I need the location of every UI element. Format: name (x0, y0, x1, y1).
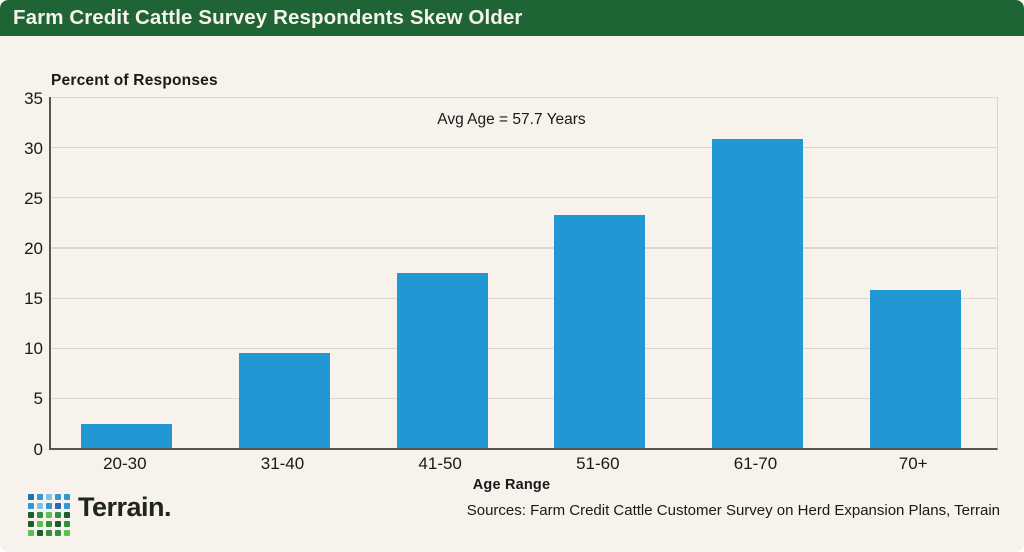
logo-square (28, 529, 35, 536)
header-bar: Farm Credit Cattle Survey Respondents Sk… (0, 0, 1024, 36)
logo-square (36, 502, 44, 510)
logo-square (28, 511, 35, 519)
logo-square (45, 494, 53, 501)
bar-20-30 (81, 423, 173, 448)
logo-square (63, 520, 70, 528)
plot-area (49, 97, 998, 450)
logo-square (54, 494, 62, 501)
gridline (51, 347, 997, 349)
sources-attribution: Sources: Farm Credit Cattle Customer Sur… (466, 502, 1000, 519)
logo-square (54, 511, 62, 519)
logo-square (36, 511, 44, 519)
y-tick-label: 30 (24, 138, 43, 158)
footer: Terrain. Sources: Farm Credit Cattle Cus… (0, 486, 1024, 552)
x-tick-label: 51-60 (576, 454, 620, 473)
brand-wordmark: Terrain. (78, 492, 172, 522)
logo-square (28, 502, 35, 510)
bar-61-70 (712, 139, 803, 448)
y-tick-label: 0 (33, 439, 43, 459)
x-tick-label: 61-70 (733, 454, 778, 473)
x-tick-label: 70+ (898, 454, 928, 473)
logo-square (36, 529, 44, 536)
x-axis-title: Age Range (472, 477, 551, 493)
bar-31-40 (239, 352, 330, 448)
y-tick-label: 10 (24, 339, 43, 359)
x-tick-label: 20-30 (103, 454, 147, 473)
gridline (51, 297, 997, 299)
logo-square (45, 520, 53, 528)
logo-square (54, 502, 62, 510)
logo-square (63, 511, 70, 519)
y-tick-label: 15 (24, 289, 43, 309)
x-tick-label: 31-40 (260, 454, 305, 473)
bar-41-50 (396, 272, 488, 448)
logo-square (36, 520, 44, 528)
logo-square (54, 529, 62, 536)
terrain-mosaic-grid-icon (28, 494, 70, 536)
logo-square (45, 511, 53, 519)
logo-square (63, 529, 70, 536)
logo-square (54, 520, 62, 528)
y-tick-label: 25 (24, 188, 43, 208)
gridline (51, 247, 997, 249)
gridline (51, 97, 997, 99)
logo-square (28, 494, 35, 501)
y-tick-label: 20 (24, 238, 43, 258)
logo-square (36, 494, 44, 501)
y-axis-title: Percent of Responses (51, 72, 218, 89)
bar-51-60 (554, 215, 646, 448)
gridline (51, 397, 997, 400)
bar-70+ (869, 289, 961, 448)
gridline (51, 197, 997, 199)
y-tick-label: 35 (24, 88, 43, 108)
logo-square (45, 502, 53, 510)
chart-headline: Farm Credit Cattle Survey Respondents Sk… (13, 5, 523, 29)
x-tick-label: 41-50 (418, 454, 462, 473)
logo-square (63, 494, 70, 501)
logo-square (28, 520, 35, 528)
gridline (51, 147, 997, 149)
logo-square (45, 529, 53, 536)
avg-age-annotation: Avg Age = 57.7 Years (437, 111, 586, 128)
y-tick-label: 5 (33, 389, 43, 409)
logo-square (63, 502, 70, 510)
